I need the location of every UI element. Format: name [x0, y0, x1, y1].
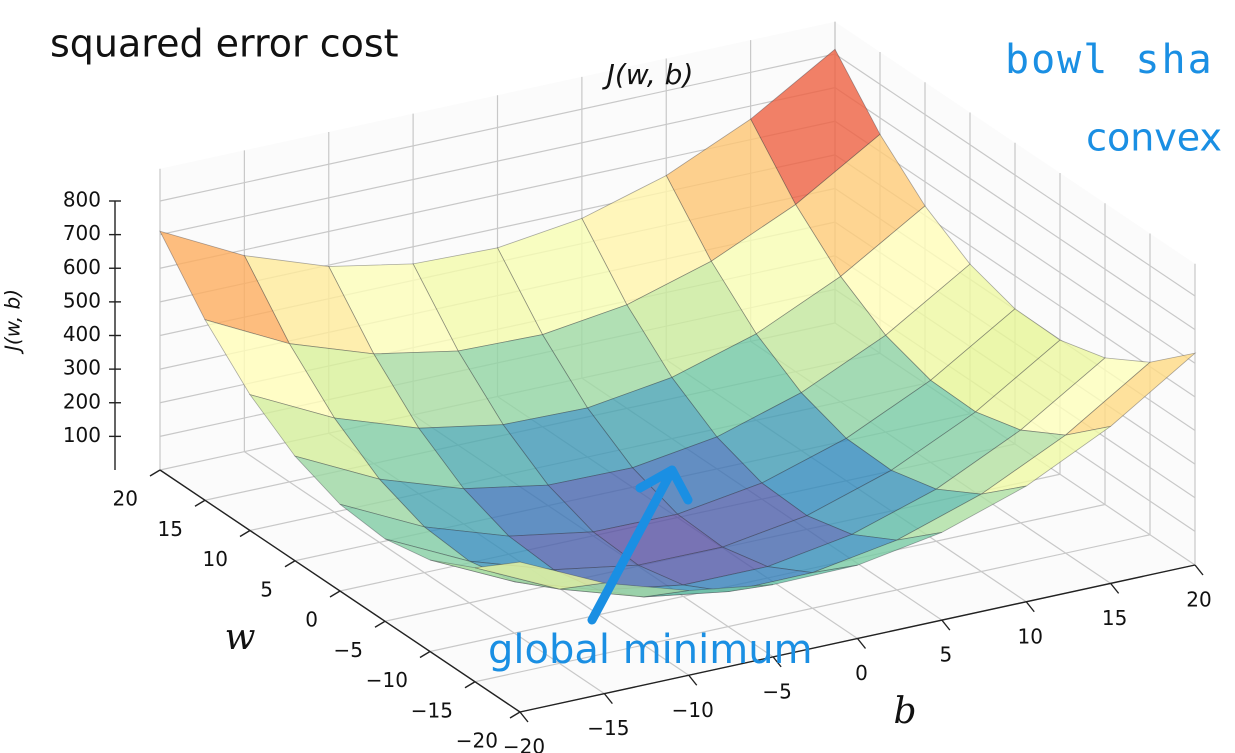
- annotation: global minimum: [488, 627, 813, 673]
- z-tick-label: 700: [63, 221, 101, 245]
- surface-patch: [721, 515, 853, 567]
- x-tick: [419, 650, 431, 659]
- z-tick-label: 800: [63, 188, 101, 212]
- x-tick: [284, 560, 296, 568]
- surface-patch: [293, 455, 426, 528]
- z-axis-label: J(w, b): [1, 289, 25, 355]
- z-tick-label: 500: [63, 288, 101, 312]
- y-tick-label: 20: [1186, 588, 1211, 612]
- x-tick-label: 15: [158, 517, 183, 541]
- grid-line: [159, 53, 836, 202]
- y-tick: [603, 693, 613, 705]
- z-tick-label: 300: [63, 356, 101, 380]
- x-tick-label: 5: [260, 577, 273, 601]
- y-tick: [1025, 601, 1035, 613]
- annotation: bowl sha: [1005, 37, 1214, 83]
- z-tick-label: 600: [63, 255, 101, 279]
- chart-title: J(w, b): [602, 58, 694, 91]
- z-tick-label: 100: [63, 423, 101, 447]
- y-tick: [772, 656, 782, 668]
- surface-patch: [474, 561, 605, 590]
- x-tick: [464, 681, 476, 689]
- page-title: squared error cost: [50, 22, 399, 66]
- x-tick: [239, 529, 251, 538]
- x-tick: [374, 620, 386, 628]
- y-tick: [1110, 582, 1120, 594]
- grid-line: [834, 53, 1196, 297]
- grid-line: [159, 87, 836, 236]
- x-axis-label: w: [225, 617, 256, 658]
- y-tick: [519, 711, 529, 723]
- y-tick: [856, 638, 867, 649]
- z-tick-label: 200: [63, 389, 101, 413]
- x-tick-label: −5: [334, 638, 363, 662]
- surface-patch: [896, 485, 1027, 541]
- x-tick-label: 20: [113, 487, 138, 511]
- x-tick-label: −20: [456, 729, 498, 753]
- x-tick-label: −15: [411, 698, 453, 722]
- annotation: convex: [1086, 116, 1222, 160]
- y-tick-label: −10: [672, 698, 714, 722]
- y-tick-label: 15: [1102, 606, 1127, 630]
- y-tick: [941, 619, 951, 631]
- y-tick-label: 5: [940, 643, 953, 667]
- x-tick-label: 10: [203, 547, 228, 571]
- x-tick: [194, 499, 206, 507]
- surface-patch: [840, 205, 971, 336]
- y-tick-label: −15: [587, 716, 629, 740]
- grid-line: [474, 534, 1151, 683]
- surface-patch: [643, 584, 774, 598]
- x-tick-label: −10: [366, 668, 408, 692]
- y-tick: [1194, 564, 1204, 576]
- surface-patch: [728, 564, 858, 593]
- surface: [159, 48, 1197, 598]
- x-tick-label: 0: [305, 608, 318, 632]
- grid-line: [834, 87, 1196, 331]
- y-tick-label: 0: [855, 661, 868, 685]
- y-tick-label: −20: [503, 735, 545, 753]
- axes-labels: 100200300400500600700800−20−15−10−505101…: [63, 188, 1212, 753]
- x-tick: [509, 711, 521, 719]
- surface-patch: [890, 411, 1022, 490]
- x-tick: [149, 469, 161, 477]
- x-tick: [329, 590, 341, 598]
- y-tick-label: 10: [1018, 624, 1043, 648]
- y-tick-label: −5: [762, 679, 791, 703]
- y-axis-label: b: [893, 691, 916, 732]
- z-tick-label: 400: [63, 322, 101, 346]
- y-tick: [688, 674, 698, 686]
- surface-patch: [204, 319, 336, 419]
- surface-patch: [981, 425, 1111, 495]
- annotation-arrow: [587, 465, 693, 625]
